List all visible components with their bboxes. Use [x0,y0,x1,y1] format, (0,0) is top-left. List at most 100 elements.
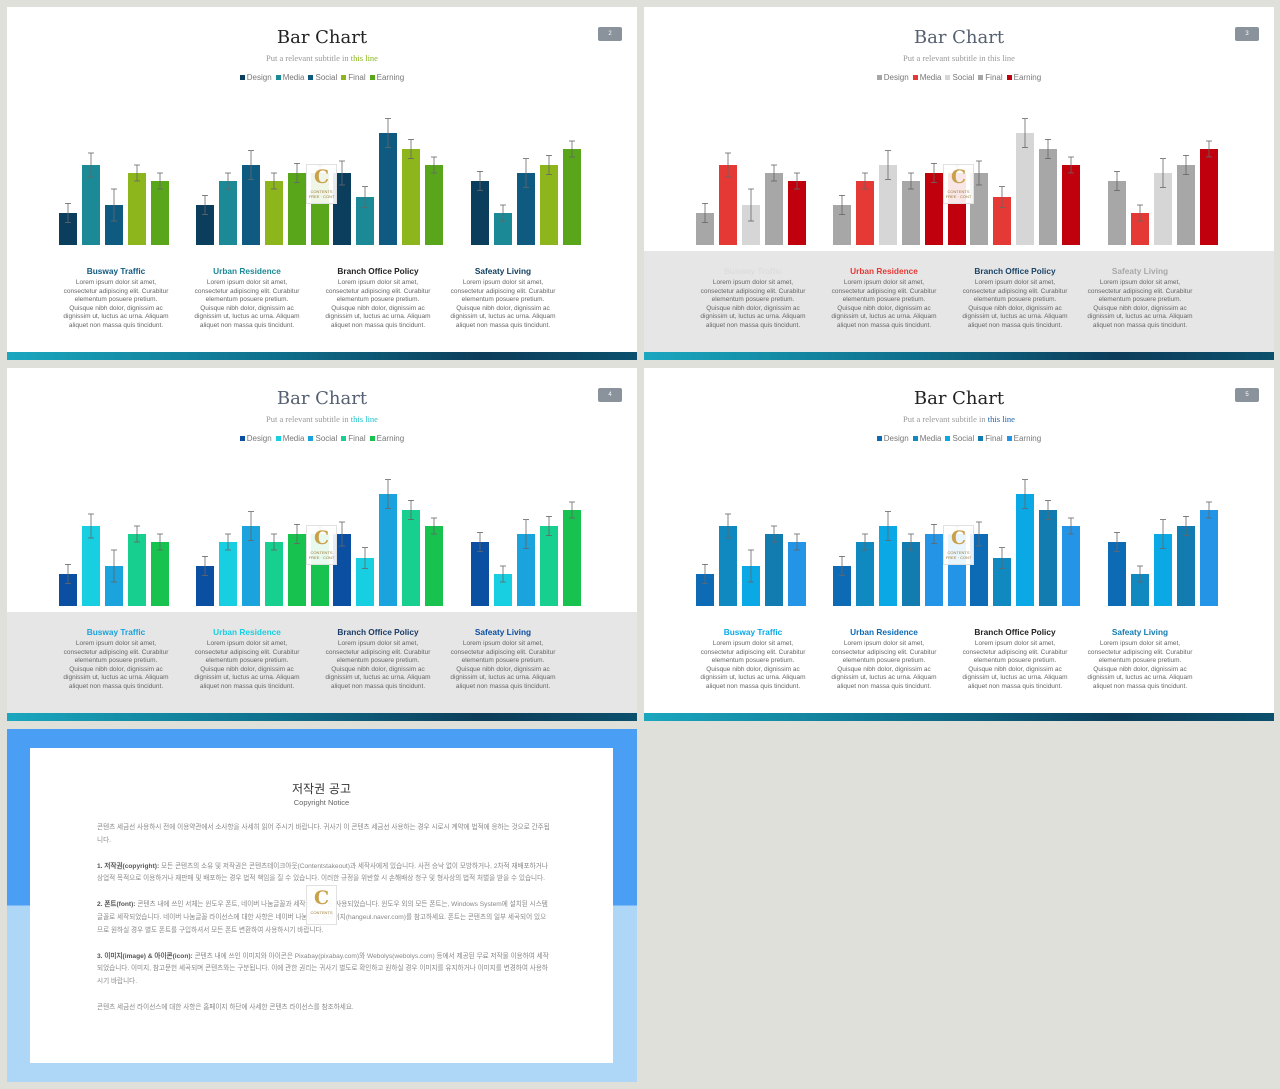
subtitle-highlight: this line [987,414,1015,424]
chart-legend: Design Media Social Final Earning [644,73,1274,82]
subtitle-highlight: this line [350,414,378,424]
bar-chart [696,118,1218,245]
legend-item: Social [945,73,974,82]
subtitle-text: Put a relevant subtitle in [266,53,351,63]
group-heading: Urban Residence [850,266,918,276]
bar [105,205,123,245]
group-heading: Safeaty Living [474,627,532,637]
bar [333,534,351,606]
gray-band [7,612,637,713]
legend-swatch [1006,436,1012,441]
bar [402,510,420,606]
group-column: Branch Office Policy Lorem ipsum dolor si… [956,627,1074,692]
body-line: consectetur adipiscing elit. Curabitur [831,648,937,656]
legend-label: Social [315,73,338,82]
body-line: dignissim ut, luctus ac urna. Aliquam [831,313,937,321]
bar [265,542,283,606]
group-body-text: Lorem ipsum dolor sit amet, consectetur a… [694,640,812,692]
group-heading: Safeaty Living [1111,627,1169,637]
group-heading: Busway Traffic [723,627,783,637]
body-line: aliquet non massa quis tincidunt. [836,321,932,329]
group-column: Branch Office Policy Lorem ipsum dolor si… [319,627,437,692]
body-line: consectetur adipiscing elit. Curabitur [63,648,169,656]
bar [742,566,760,606]
legend-item: Design [876,434,909,443]
body-line: aliquet non massa quis tincidunt. [199,682,295,690]
legend-label: Media [282,73,305,82]
group-heading: Busway Traffic [86,266,146,276]
logo-text: CONTENTS [947,189,970,194]
logo-text: CONTENTS [310,550,333,555]
bar [356,558,374,606]
body-line: dignissim ut, luctus ac urna. Aliquam [194,674,300,682]
group-heading: Busway Traffic [86,627,146,637]
group-column: Busway Traffic Lorem ipsum dolor sit amet… [694,627,812,692]
body-line: aliquet non massa quis tincidunt. [330,682,426,690]
body-line: dignissim ut, luctus ac urna. Aliquam [325,313,431,321]
body-line: Lorem ipsum dolor sit amet, [462,640,544,647]
contents-logo: C CONTENTS FREE · CONT [943,525,974,565]
legend-label: Media [919,73,942,82]
bar [196,205,214,245]
body-line: consectetur adipiscing elit. Curabitur [63,287,169,295]
body-line: Lorem ipsum dolor sit amet, [712,279,794,286]
bar [970,173,988,245]
bar [1177,165,1195,245]
legend-label: Final [348,434,366,443]
bar [333,173,351,245]
legend-item: Social [308,73,337,82]
legend-swatch [876,75,882,80]
bar [879,526,897,606]
gray-band [644,251,1274,352]
notice-image: 3. 이미지(image) & 아이콘(icon): 콘텐츠 내에 쓰인 이미지… [97,951,552,989]
bar [1200,149,1218,245]
legend-item: Final [341,73,366,82]
group-heading: Urban Residence [213,627,281,637]
body-line: dignissim ut, luctus ac urna. Aliquam [831,674,937,682]
legend-label: Social [952,434,975,443]
notice-copyright: 1. 저작권(copyright): 모든 콘텐츠의 소유 및 저작권은 콘텐츠… [97,861,552,887]
bar [471,542,489,606]
body-line: Quisque nibh dolor, dignissim ac [837,665,931,673]
body-line: elementum posuere pretium. [461,296,545,304]
body-line: Quisque nibh dolor, dignissim ac [968,304,1062,312]
body-line: consectetur adipiscing elit. Curabitur [962,648,1068,656]
body-line: dignissim ut, luctus ac urna. Aliquam [700,674,806,682]
body-line: dignissim ut, luctus ac urna. Aliquam [450,674,556,682]
group-column: Busway Traffic Lorem ipsum dolor sit amet… [57,266,175,331]
body-line: aliquet non massa quis tincidunt. [1092,682,1188,690]
notice-font-label: 2. 폰트(font): [97,901,136,909]
logo-c-icon: C [313,166,330,188]
legend-item: Earning [369,73,404,82]
subtitle-text: Put a relevant subtitle in [903,53,988,63]
legend-swatch [978,75,984,80]
bar [494,213,512,245]
bar [288,534,306,606]
chart-legend: Design Media Social Final Earning [7,73,637,82]
body-line: Quisque nibh dolor, dignissim ac [200,304,294,312]
group-body-text: Lorem ipsum dolor sit amet, consectetur a… [188,279,306,331]
legend-label: Media [282,434,305,443]
body-line: Quisque nibh dolor, dignissim ac [69,304,163,312]
body-line: Lorem ipsum dolor sit amet, [843,279,925,286]
legend-swatch [308,75,314,80]
body-line: dignissim ut, luctus ac urna. Aliquam [325,674,431,682]
bar-chart [59,479,581,606]
body-line: aliquet non massa quis tincidunt. [1092,321,1188,329]
body-line: Quisque nibh dolor, dignissim ac [456,304,550,312]
slide-title: Bar Chart [913,27,1005,48]
legend-item: Media [275,73,305,82]
legend-item: Earning [369,434,404,443]
legend-item: Final [978,73,1003,82]
body-line: dignissim ut, luctus ac urna. Aliquam [194,313,300,321]
bar [719,165,737,245]
page-number-badge: 4 [598,388,622,402]
slide-subtitle: Put a relevant subtitle in this line [7,414,637,424]
body-line: elementum posuere pretium. [205,296,289,304]
logo-subtext: FREE · CONT [308,555,335,560]
body-line: dignissim ut, luctus ac urna. Aliquam [962,313,1068,321]
group-body-text: Lorem ipsum dolor sit amet, consectetur a… [444,279,562,331]
group-body-text: Lorem ipsum dolor sit amet, consectetur a… [319,640,437,692]
bar [517,173,535,245]
bar [902,181,920,245]
